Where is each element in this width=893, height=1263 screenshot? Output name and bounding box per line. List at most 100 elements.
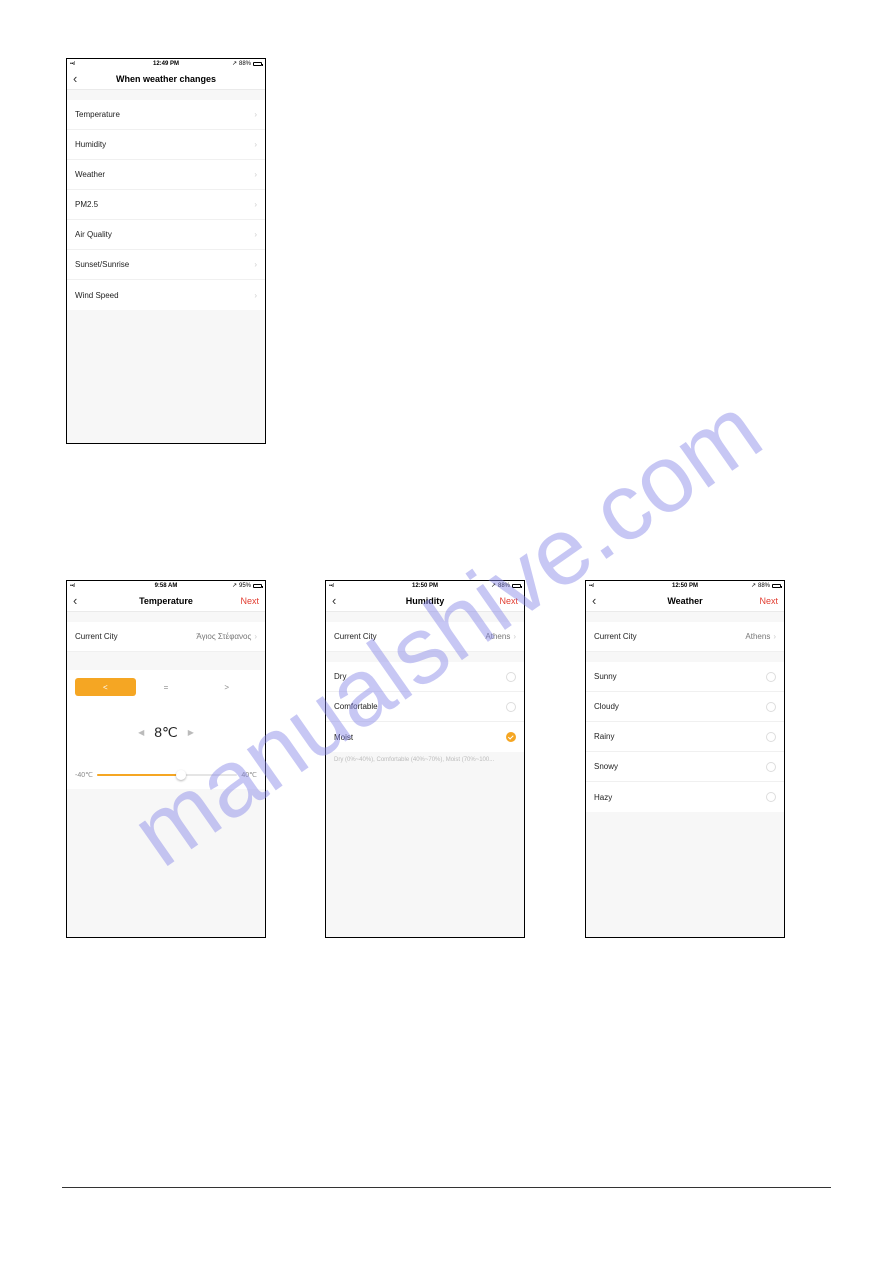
- list-item[interactable]: Weather›: [67, 160, 265, 190]
- temp-decrease[interactable]: ◀: [138, 728, 144, 737]
- list-item[interactable]: Air Quality›: [67, 220, 265, 250]
- condition-list: Temperature› Humidity› Weather› PM2.5› A…: [67, 100, 265, 310]
- chevron-right-icon: ›: [254, 260, 257, 269]
- temperature-value: 8℃: [154, 724, 178, 741]
- option-comfortable[interactable]: Comfortable: [326, 692, 524, 722]
- temperature-display: ◀ 8℃ ▶: [67, 704, 265, 747]
- radio-checked: [506, 732, 516, 742]
- signal-icon: ••ıl: [70, 583, 134, 589]
- city-label: Current City: [334, 632, 485, 641]
- option-hazy[interactable]: Hazy: [586, 782, 784, 812]
- status-time: 9:58 AM: [134, 583, 198, 589]
- battery-pct: 88%: [758, 583, 770, 589]
- chevron-right-icon: ›: [254, 110, 257, 119]
- current-city-row[interactable]: Current City Athens ›: [326, 622, 524, 652]
- option-cloudy[interactable]: Cloudy: [586, 692, 784, 722]
- current-city-row[interactable]: Current City Athens ›: [586, 622, 784, 652]
- comparator-bar: < = >: [67, 670, 265, 704]
- battery-icon: [253, 62, 262, 66]
- status-time: 12:50 PM: [393, 583, 457, 589]
- back-button[interactable]: ‹: [332, 594, 336, 607]
- city-value: Athens: [485, 632, 510, 641]
- battery-pct: 88%: [498, 583, 510, 589]
- next-button[interactable]: Next: [240, 596, 259, 606]
- status-bar: ••ıl 12:49 PM ↗ 88%: [67, 59, 265, 68]
- radio-unchecked: [506, 672, 516, 682]
- nav-bar: ‹ When weather changes: [67, 68, 265, 90]
- option-rainy[interactable]: Rainy: [586, 722, 784, 752]
- radio-unchecked: [766, 672, 776, 682]
- city-value: Athens: [745, 632, 770, 641]
- chevron-right-icon: ›: [513, 632, 516, 641]
- chevron-right-icon: ›: [254, 230, 257, 239]
- radio-unchecked: [766, 762, 776, 772]
- battery-icon: [253, 584, 262, 588]
- screen-weather-changes: ••ıl 12:49 PM ↗ 88% ‹ When weather chang…: [66, 58, 266, 444]
- option-snowy[interactable]: Snowy: [586, 752, 784, 782]
- back-button[interactable]: ‹: [592, 594, 596, 607]
- list-item[interactable]: Wind Speed›: [67, 280, 265, 310]
- radio-unchecked: [506, 702, 516, 712]
- next-button[interactable]: Next: [759, 596, 778, 606]
- battery-pct: 95%: [239, 583, 251, 589]
- chevron-right-icon: ›: [254, 170, 257, 179]
- humidity-options: Dry Comfortable Moist: [326, 662, 524, 752]
- battery-pct: 88%: [239, 61, 251, 67]
- temperature-slider[interactable]: -40℃ 40℃: [67, 747, 265, 789]
- nav-bar: ‹ Temperature Next: [67, 590, 265, 612]
- list-item[interactable]: Humidity›: [67, 130, 265, 160]
- screen-weather: ••ıl 12:50 PM ↗ 88% ‹ Weather Next Curre…: [585, 580, 785, 938]
- page-title: When weather changes: [67, 74, 265, 84]
- radio-unchecked: [766, 732, 776, 742]
- status-bar: ••ıl 9:58 AM ↗ 95%: [67, 581, 265, 590]
- location-icon: ↗: [232, 582, 237, 589]
- battery-icon: [772, 584, 781, 588]
- weather-options: Sunny Cloudy Rainy Snowy Hazy: [586, 662, 784, 812]
- location-icon: ↗: [232, 60, 237, 67]
- temp-increase[interactable]: ▶: [188, 728, 194, 737]
- page-divider: [62, 1187, 831, 1188]
- page-title: Temperature: [67, 596, 265, 606]
- radio-unchecked: [766, 792, 776, 802]
- nav-bar: ‹ Weather Next: [586, 590, 784, 612]
- nav-bar: ‹ Humidity Next: [326, 590, 524, 612]
- list-item[interactable]: Sunset/Sunrise›: [67, 250, 265, 280]
- slider-min: -40℃: [75, 771, 93, 779]
- comparator-lt[interactable]: <: [75, 678, 136, 696]
- status-time: 12:50 PM: [653, 583, 717, 589]
- city-label: Current City: [594, 632, 745, 641]
- list-item[interactable]: Temperature›: [67, 100, 265, 130]
- status-time: 12:49 PM: [134, 61, 198, 67]
- comparator-gt[interactable]: >: [196, 678, 257, 696]
- current-city-row[interactable]: Current City Άγιος Στέφανος ›: [67, 622, 265, 652]
- signal-icon: ••ıl: [589, 583, 653, 589]
- option-dry[interactable]: Dry: [326, 662, 524, 692]
- signal-icon: ••ıl: [70, 61, 134, 67]
- next-button[interactable]: Next: [499, 596, 518, 606]
- humidity-footnote: Dry (0%~40%), Comfortable (40%~70%), Moi…: [326, 752, 524, 768]
- battery-icon: [512, 584, 521, 588]
- chevron-right-icon: ›: [254, 291, 257, 300]
- back-button[interactable]: ‹: [73, 72, 77, 85]
- option-moist[interactable]: Moist: [326, 722, 524, 752]
- chevron-right-icon: ›: [254, 140, 257, 149]
- comparator-eq[interactable]: =: [136, 678, 197, 696]
- chevron-right-icon: ›: [254, 200, 257, 209]
- chevron-right-icon: ›: [254, 632, 257, 641]
- page-title: Humidity: [326, 596, 524, 606]
- screen-temperature: ••ıl 9:58 AM ↗ 95% ‹ Temperature Next Cu…: [66, 580, 266, 938]
- chevron-right-icon: ›: [773, 632, 776, 641]
- option-sunny[interactable]: Sunny: [586, 662, 784, 692]
- back-button[interactable]: ‹: [73, 594, 77, 607]
- status-bar: ••ıl 12:50 PM ↗ 88%: [326, 581, 524, 590]
- status-bar: ••ıl 12:50 PM ↗ 88%: [586, 581, 784, 590]
- signal-icon: ••ıl: [329, 583, 393, 589]
- city-value: Άγιος Στέφανος: [196, 632, 251, 641]
- radio-unchecked: [766, 702, 776, 712]
- slider-max: 40℃: [241, 771, 257, 779]
- page-title: Weather: [586, 596, 784, 606]
- location-icon: ↗: [751, 582, 756, 589]
- slider-handle[interactable]: [176, 770, 186, 780]
- screen-humidity: ••ıl 12:50 PM ↗ 88% ‹ Humidity Next Curr…: [325, 580, 525, 938]
- list-item[interactable]: PM2.5›: [67, 190, 265, 220]
